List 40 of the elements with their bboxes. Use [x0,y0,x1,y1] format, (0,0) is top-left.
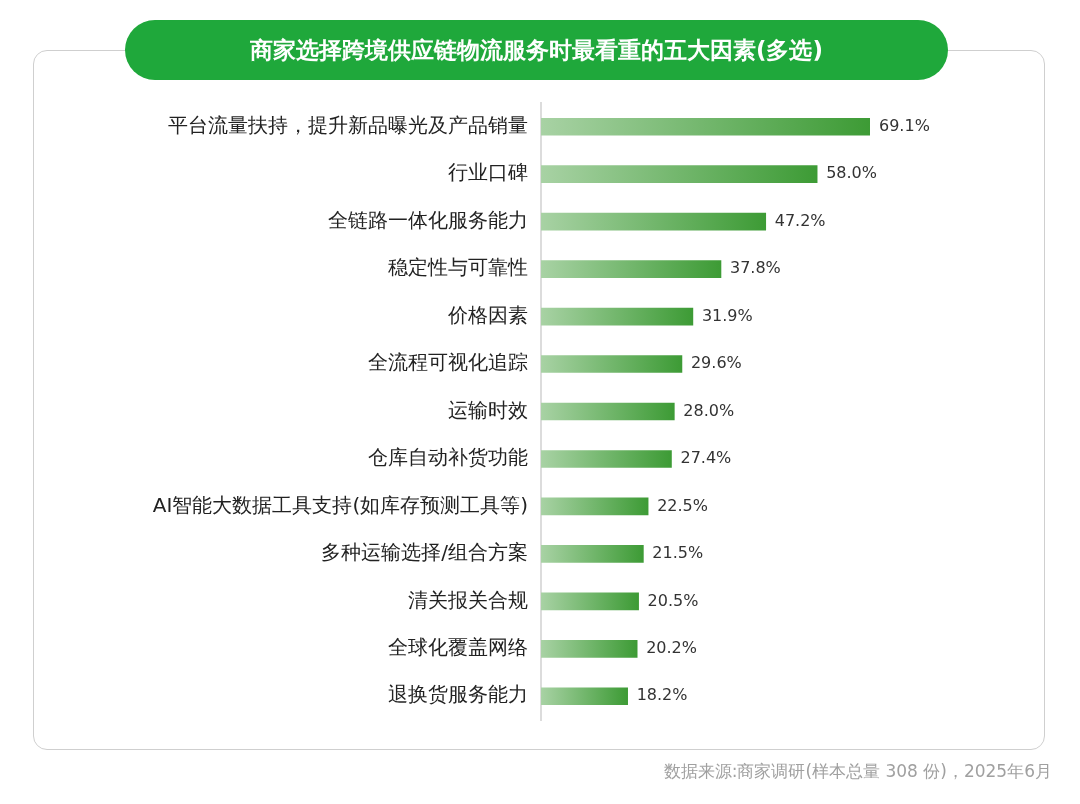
data-label: 29.6% [690,353,742,373]
data-label: 31.9% [701,305,753,325]
data-label: 28.0% [683,400,735,420]
source-note: 数据来源:商家调研(样本总量 308 份)，2025年6月 [663,760,1052,783]
bar [541,165,818,184]
bar [541,545,644,563]
bar [541,497,649,516]
data-label: 18.2% [636,685,688,705]
bar [541,212,767,231]
bar [541,687,628,706]
bar [541,260,722,278]
data-label: 58.0% [826,163,877,183]
bar [541,592,639,611]
bar [541,307,694,326]
bar [541,355,683,373]
y-tick-label: 全流程可视化追踪 [368,350,528,375]
bar [541,639,638,658]
data-label: 69.1% [879,115,930,135]
data-label: 37.8% [729,258,781,278]
y-tick-label: 退换货服务能力 [388,682,528,707]
bar [541,402,675,421]
data-label: 21.5% [652,543,704,563]
y-tick-label: 全链路一体化服务能力 [328,207,528,232]
bar [541,117,870,136]
data-label: 47.2% [774,210,826,230]
y-tick-label: 仓库自动补货功能 [368,445,528,470]
y-tick-label: 平台流量扶持，提升新品曝光及产品销量 [168,112,528,137]
y-tick-label: 清关报关合规 [408,587,528,612]
y-tick-label: AI智能大数据工具支持(如库存预测工具等) [152,492,528,517]
y-tick-label: 全球化覆盖网络 [388,635,528,660]
data-label: 20.2% [646,637,697,657]
data-label: 27.4% [680,448,732,468]
y-tick-label: 稳定性与可靠性 [388,255,528,280]
y-tick-label: 价格因素 [447,302,528,327]
y-tick-label: 运输时效 [448,397,528,422]
data-label: 22.5% [657,495,708,515]
bar [541,450,672,468]
y-tick-label: 行业口碑 [448,160,528,185]
y-tick-label: 多种运输选择/组合方案 [321,540,528,565]
data-label: 20.5% [647,590,699,610]
